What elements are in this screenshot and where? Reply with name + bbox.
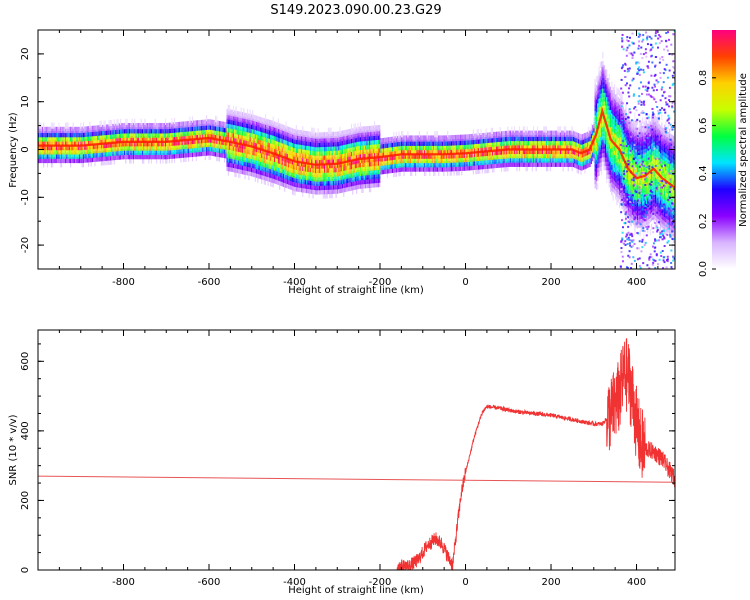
- y-tick-label: 20: [20, 48, 31, 61]
- colorbar-tick-label: 0.8: [698, 70, 709, 86]
- colorbar-tick-label: 0.4: [698, 165, 709, 181]
- x-tick-label: -400: [283, 277, 306, 288]
- figure-title: S149.2023.090.00.23.G29: [270, 3, 441, 18]
- y-tick-label: 0: [20, 146, 31, 152]
- x-tick-label: -800: [112, 277, 135, 288]
- x-tick-label: -600: [198, 577, 221, 588]
- x-tick-label: 0: [462, 277, 468, 288]
- snr-y-axis-title: SNR (10 * v/v): [8, 414, 19, 485]
- x-tick-label: -200: [369, 277, 392, 288]
- spectrogram-panel: -800 -600 -400 -200 0 200 400 -20 -10 0 10 20 Heig…: [8, 29, 676, 296]
- x-tick-label: -400: [283, 577, 306, 588]
- y-tick-label: 400: [20, 421, 31, 440]
- x-tick-label: 200: [541, 577, 560, 588]
- snr-lines: [38, 338, 675, 570]
- colorbar-tick-label: 0.0: [698, 261, 709, 277]
- snr-frame: [37, 329, 676, 571]
- spectrogram-y-ticks: -20 -10 0 10 20: [20, 29, 675, 270]
- y-tick-label: 200: [20, 491, 31, 510]
- snr-panel: -800 -600 -400 -200 0 200 400 0 200 400 600 Heigh…: [8, 329, 676, 596]
- colorbar-title: Normalized spectral amplitude: [738, 73, 749, 227]
- y-tick-label: -10: [20, 189, 31, 205]
- spectrogram-heatmap: [38, 30, 675, 269]
- colorbar-tick-label: 0.2: [698, 213, 709, 229]
- colorbar-gradient: [712, 30, 736, 269]
- snr-series-line: [396, 338, 675, 570]
- snr-x-axis-title: Height of straight line (km): [288, 585, 424, 596]
- x-tick-label: 200: [541, 277, 560, 288]
- snr-x-ticks: -800 -600 -400 -200 0 200 400: [37, 330, 659, 588]
- spectrogram-ridge: [38, 107, 675, 189]
- colorbar-ticks: 0.0 0.2 0.4 0.6 0.8: [698, 70, 716, 277]
- y-tick-label: 10: [20, 95, 31, 108]
- spectrogram-y-axis-title: Frequency (Hz): [8, 112, 19, 188]
- x-tick-label: -600: [198, 277, 221, 288]
- snr-reference-line: [38, 475, 675, 483]
- spectrogram-x-axis-title: Height of straight line (km): [288, 285, 424, 296]
- snr-y-ticks: 0 200 400 600: [20, 343, 675, 573]
- y-tick-label: 0: [20, 567, 31, 573]
- y-tick-label: 600: [20, 352, 31, 371]
- colorbar-tick-label: 0.6: [698, 118, 709, 134]
- x-tick-label: -800: [112, 577, 135, 588]
- x-tick-label: -200: [369, 577, 392, 588]
- spectrogram-x-ticks: -800 -600 -400 -200 0 200 400: [37, 30, 659, 288]
- x-tick-label: 0: [462, 577, 468, 588]
- y-tick-label: -20: [20, 237, 31, 253]
- colorbar: 0.0 0.2 0.4 0.6 0.8 Normalized spectral ampl…: [698, 30, 749, 277]
- x-tick-label: 400: [627, 577, 646, 588]
- x-tick-label: 400: [627, 277, 646, 288]
